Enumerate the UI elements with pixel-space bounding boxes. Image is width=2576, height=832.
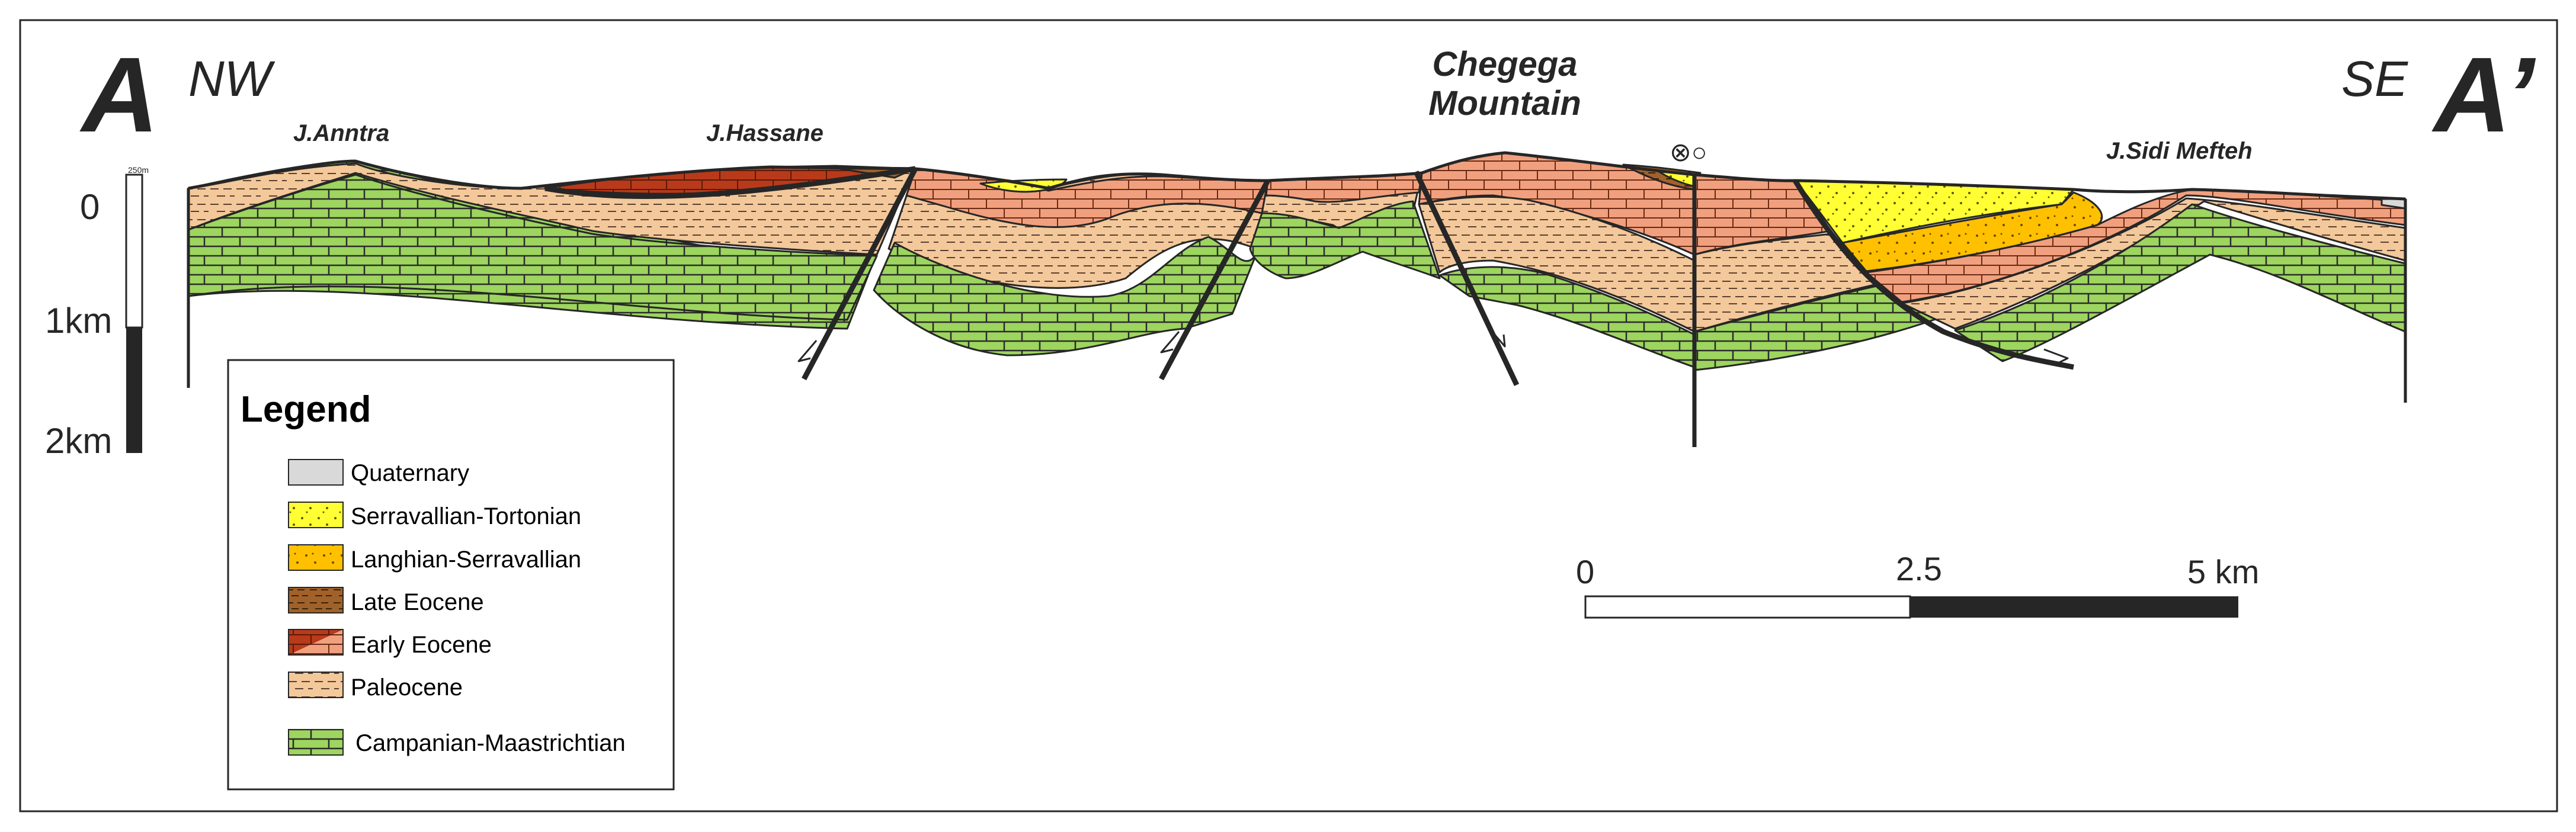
vertical-scale-bar: 250m 0 1km 2km — [45, 165, 149, 461]
vertical-scale-label-0: 0 — [80, 187, 100, 227]
legend-label-langhian-serravallian: Langhian-Serravallian — [351, 547, 581, 573]
horizontal-scale-label-5km: 5 km — [2187, 553, 2259, 590]
place-name-chegega: Chegega — [1433, 45, 1578, 83]
vertical-scale-label-1km: 1km — [45, 301, 112, 340]
fault-3-arrow — [1486, 325, 1506, 348]
horizontal-scale-label-2-5: 2.5 — [1896, 550, 1942, 587]
legend-swatch-langhian-serravallian — [288, 544, 344, 571]
legend-label-late-eocene: Late Eocene — [351, 589, 484, 615]
vertical-scale-small-label: 250m — [128, 165, 149, 175]
horizontal-scale-bar: 0 2.5 5 km — [1576, 550, 2259, 619]
legend-swatch-early-eocene — [288, 629, 344, 656]
vertical-scale-black-segment — [126, 327, 142, 453]
legend-label-early-eocene: Early Eocene — [351, 632, 492, 658]
thrust-fault-j-hassane — [544, 166, 916, 200]
section-end-letter: A’ — [2431, 36, 2536, 155]
block4-campanian-layer — [1438, 266, 1696, 368]
legend-box — [227, 359, 675, 791]
fault-5-arrow — [2043, 348, 2069, 365]
block1-campanian-inner — [187, 174, 878, 321]
place-name-j-hassane: J.Hassane — [706, 120, 824, 146]
horizontal-scale-label-0: 0 — [1576, 553, 1594, 590]
vertical-scale-label-2km: 2km — [45, 421, 112, 461]
horizontal-scale-black-segment — [1910, 596, 2238, 618]
legend-title: Legend — [241, 389, 371, 430]
legend-swatch-quaternary — [288, 459, 344, 486]
topographic-surface — [188, 151, 2406, 201]
place-name-j-anntra: J.Anntra — [293, 120, 389, 146]
legend-swatch-paleocene — [288, 672, 344, 698]
legend-label-paleocene: Paleocene — [351, 674, 463, 701]
fault-5-listric — [1793, 179, 2074, 370]
fault-2 — [1159, 179, 1270, 381]
place-name-mountain: Mountain — [1428, 84, 1581, 123]
legend-swatch-campanian-maastrichtian — [288, 729, 344, 756]
cross-section-body — [187, 151, 2407, 447]
legend-swatch-serravallian-tortonian — [288, 502, 344, 528]
section-start-letter: A — [79, 36, 159, 155]
legend-label-quaternary: Quaternary — [351, 460, 469, 486]
fault-3 — [1413, 171, 1520, 386]
fault-movement-symbols: ⊗○ — [1670, 138, 1707, 167]
legend-label-serravallian-tortonian: Serravallian-Tortonian — [351, 503, 581, 529]
block2-campanian-layer — [873, 236, 1257, 356]
vertical-scale-white-segment — [125, 174, 143, 329]
legend-swatch-late-eocene — [288, 587, 344, 613]
block3-campanian-layer — [1249, 200, 1441, 280]
place-name-j-sidi-mefteh: J.Sidi Mefteh — [2106, 138, 2253, 164]
legend-label-campanian-maastrichtian: Campanian-Maastrichtian — [355, 730, 626, 756]
fault-1-arrow — [797, 340, 818, 362]
section-end-direction: SE — [2341, 51, 2408, 107]
fault-2-arrow — [1160, 331, 1180, 354]
fault-1 — [802, 167, 918, 381]
horizontal-scale-white-segment — [1584, 595, 1911, 619]
legend: Legend Quaternary Serravallian-Tortonian… — [227, 359, 675, 791]
section-start-direction: NW — [188, 51, 275, 107]
